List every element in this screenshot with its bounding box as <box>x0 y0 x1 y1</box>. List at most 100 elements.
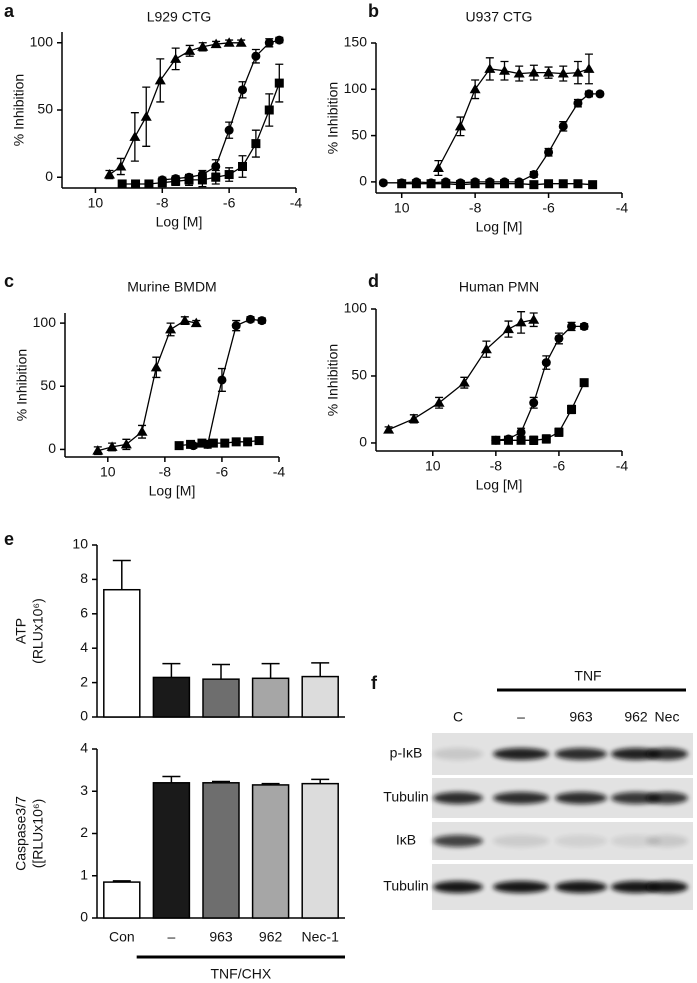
data-point <box>503 435 513 445</box>
fit-curve <box>495 325 585 441</box>
y-tick-label: 1 <box>80 866 88 882</box>
data-point <box>208 438 218 448</box>
data-point <box>190 317 202 328</box>
data-point <box>251 51 261 61</box>
data-point <box>567 321 577 331</box>
bar <box>301 675 339 718</box>
data-point <box>573 179 583 189</box>
y-tick-label: 50 <box>40 377 56 393</box>
y-tick-label: 50 <box>351 126 367 142</box>
y-tick-label: 4 <box>80 639 88 655</box>
data-point <box>484 63 496 73</box>
blot-band <box>611 881 661 893</box>
data-point <box>557 68 569 78</box>
data-point <box>458 377 470 387</box>
data-point <box>529 180 539 190</box>
data-point <box>197 41 209 51</box>
data-point <box>455 180 465 190</box>
panel-letter: e <box>4 529 14 549</box>
fit-curve <box>388 319 534 431</box>
data-point <box>554 333 564 343</box>
blot-band <box>493 881 549 893</box>
row-label: Tubulin <box>383 789 428 805</box>
data-point <box>558 179 568 189</box>
x-tick-label: -8 <box>159 464 172 480</box>
data-point <box>480 343 492 354</box>
data-point <box>441 179 451 189</box>
data-point <box>197 438 207 448</box>
y-axis-label: % Inhibition <box>325 344 341 416</box>
data-point <box>544 147 554 157</box>
y-tick-label: 0 <box>45 168 53 184</box>
data-point <box>157 178 167 188</box>
data-point <box>543 67 555 77</box>
data-point <box>224 170 234 180</box>
data-point <box>529 169 539 179</box>
data-point <box>136 426 148 436</box>
y-tick-label: 100 <box>344 300 368 316</box>
y-tick-label: 4 <box>80 740 88 756</box>
x-tick-label: -4 <box>273 464 286 480</box>
x-tick-label: -6 <box>216 464 229 480</box>
y-axis-label: % Inhibition <box>14 349 30 421</box>
data-point <box>144 179 154 189</box>
x-tick-label: 10 <box>425 458 441 474</box>
y-tick-label: 50 <box>37 101 53 117</box>
y-tick-label: 3 <box>80 782 88 798</box>
data-point <box>238 161 248 171</box>
error-bar <box>162 662 181 678</box>
blot-band <box>433 792 483 804</box>
bar <box>202 678 240 718</box>
bar <box>251 677 290 718</box>
x-tick-label: Con <box>109 929 135 945</box>
data-point <box>383 424 395 434</box>
fit-curve <box>383 93 600 184</box>
lane-label: – <box>517 709 525 725</box>
y-axis-label: (RLUx10⁶) <box>30 598 46 664</box>
data-point <box>179 315 191 325</box>
blot-band <box>646 881 688 893</box>
y-tick-label: 100 <box>30 33 54 49</box>
y-tick-label: 0 <box>48 440 56 456</box>
data-point <box>514 179 524 189</box>
data-point <box>257 316 267 326</box>
data-point <box>238 85 248 95</box>
data-point <box>500 179 510 189</box>
data-point <box>211 172 221 182</box>
bar <box>152 676 191 718</box>
data-point <box>243 437 253 447</box>
blot-band <box>493 748 549 760</box>
y-tick-label: 2 <box>80 673 88 689</box>
data-point <box>485 179 495 189</box>
data-point <box>469 83 481 94</box>
blot-band <box>646 792 688 804</box>
data-point <box>454 120 466 131</box>
data-point <box>231 321 241 331</box>
blot-band <box>433 748 483 760</box>
blot-band <box>433 835 483 847</box>
data-point <box>378 178 388 188</box>
error-bar <box>112 559 131 590</box>
x-tick-label: -6 <box>553 458 566 474</box>
data-point <box>579 321 589 331</box>
chart-title: L929 CTG <box>147 9 212 25</box>
blot-band <box>611 792 661 804</box>
data-point <box>92 445 104 455</box>
blot-band <box>555 835 607 847</box>
y-tick-label: 100 <box>33 314 57 330</box>
y-tick-label: 100 <box>344 80 368 96</box>
bar <box>301 782 339 919</box>
data-point <box>529 398 539 408</box>
x-tick-label: 962 <box>259 929 283 945</box>
error-bar <box>212 663 230 680</box>
fit-curve <box>97 319 197 452</box>
data-point <box>397 179 407 189</box>
data-point <box>171 176 181 186</box>
x-tick-label: 10 <box>394 200 410 216</box>
x-axis-label: Log [M] <box>156 214 203 230</box>
data-point <box>106 441 118 451</box>
row-label: IκB <box>396 832 416 848</box>
data-point <box>408 413 420 423</box>
fit-curve <box>193 318 262 447</box>
row-label: p-IκB <box>390 745 423 761</box>
